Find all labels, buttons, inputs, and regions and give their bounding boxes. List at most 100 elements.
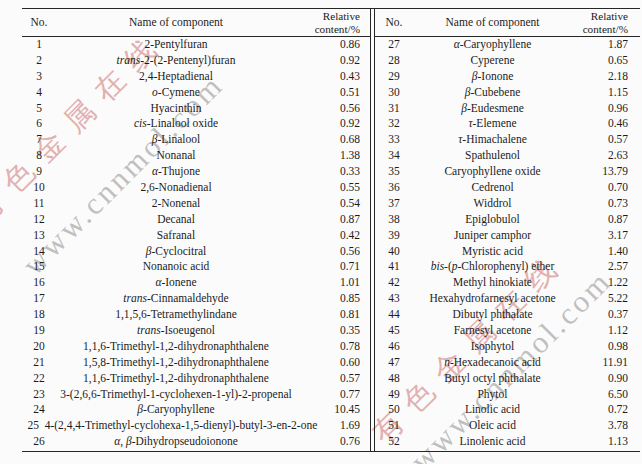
cell-component-name: τ-Elemene xyxy=(413,116,572,132)
cell-row-number: 35 xyxy=(375,164,413,180)
cell-component-name: 1,1,6-Trimethyl-1,2-dihydronaphthalene xyxy=(56,339,296,355)
table-row: 26α, β-Dihydropseudoionone0.76 xyxy=(22,434,370,450)
cell-relative-content: 0.65 xyxy=(572,53,640,69)
cell-component-name: Dibutyl phthalate xyxy=(413,307,572,323)
cell-component-name: Methyl hinokiate xyxy=(413,275,572,291)
cell-relative-content: 1.22 xyxy=(572,275,640,291)
table-row: 13Safranal0.42 xyxy=(22,228,370,244)
cell-row-number: 31 xyxy=(375,101,413,117)
cell-relative-content: 0.71 xyxy=(296,259,370,275)
cell-component-name: cis-Linalool oxide xyxy=(56,116,296,132)
cell-component-name: trans-2-(2-Pentenyl)furan xyxy=(56,53,296,69)
cell-row-number: 19 xyxy=(22,323,56,339)
table-row: 7β-Linalool0.68 xyxy=(22,132,370,148)
table-row: 6cis-Linalool oxide0.92 xyxy=(22,116,370,132)
cell-relative-content: 0.56 xyxy=(296,101,370,117)
cell-relative-content: 0.68 xyxy=(296,132,370,148)
cell-relative-content: 0.54 xyxy=(296,196,370,212)
cell-component-name: 1,1,5,6-Tetramethylindane xyxy=(56,307,296,323)
cell-relative-content: 0.42 xyxy=(296,228,370,244)
cell-row-number: 13 xyxy=(22,228,56,244)
cell-row-number: 41 xyxy=(375,259,413,275)
cell-component-name: Linolic acid xyxy=(413,402,572,418)
table-row: 45Farnesyl acetone1.12 xyxy=(375,323,640,339)
cell-component-name: Phytol xyxy=(413,387,572,403)
cell-row-number: 1 xyxy=(22,37,56,53)
cell-row-number: 25 xyxy=(22,418,45,434)
table-row: 44Dibutyl phthalate0.37 xyxy=(375,307,640,323)
cell-row-number: 28 xyxy=(375,53,413,69)
cell-row-number: 29 xyxy=(375,69,413,85)
cell-component-name: trans-Isoeugenol xyxy=(56,323,296,339)
cell-relative-content: 0.86 xyxy=(296,37,370,53)
cell-component-name: trans-Cinnamaldehyde xyxy=(56,291,296,307)
cell-row-number: 48 xyxy=(375,371,413,387)
cell-component-name: Butyl octyl phthalate xyxy=(413,371,572,387)
cell-component-name: Cyperene xyxy=(413,53,572,69)
cell-component-name: β-Cyclocitral xyxy=(56,244,296,260)
cell-row-number: 7 xyxy=(22,132,56,148)
table-row: 37Widdrol0.73 xyxy=(375,196,640,212)
cell-relative-content: 5.22 xyxy=(572,291,640,307)
cell-relative-content: 0.92 xyxy=(296,53,370,69)
table-row: 12Decanal0.87 xyxy=(22,212,370,228)
cell-row-number: 38 xyxy=(375,212,413,228)
header-name-of-component: Name of component xyxy=(56,9,296,36)
table-row: 48Butyl octyl phthalate0.90 xyxy=(375,371,640,387)
cell-row-number: 52 xyxy=(375,434,413,450)
cell-component-name: Spathulenol xyxy=(413,148,572,164)
cell-component-name: o-Cymene xyxy=(56,85,296,101)
cell-component-name: Linolenic acid xyxy=(413,434,572,450)
cell-row-number: 5 xyxy=(22,101,56,117)
cell-row-number: 23 xyxy=(22,387,56,403)
header-name-of-component: Name of component xyxy=(413,9,572,36)
header-no: No. xyxy=(375,9,413,36)
cell-relative-content: 0.85 xyxy=(296,291,370,307)
table-header-left: No. Name of component Relative content/% xyxy=(22,9,370,37)
cell-relative-content: 0.70 xyxy=(572,180,640,196)
cell-row-number: 24 xyxy=(22,402,56,418)
cell-relative-content: 1.13 xyxy=(572,434,640,450)
cell-relative-content: 0.33 xyxy=(296,164,370,180)
table-row: 112-Nonenal0.54 xyxy=(22,196,370,212)
cell-row-number: 9 xyxy=(22,164,56,180)
cell-relative-content: 11.91 xyxy=(572,355,640,371)
cell-relative-content: 6.50 xyxy=(572,387,640,403)
cell-row-number: 50 xyxy=(375,402,413,418)
cell-relative-content: 1.15 xyxy=(572,85,640,101)
cell-row-number: 3 xyxy=(22,69,56,85)
cell-relative-content: 0.57 xyxy=(572,132,640,148)
table-row: 2trans-2-(2-Pentenyl)furan0.92 xyxy=(22,53,370,69)
cell-row-number: 26 xyxy=(22,434,56,450)
cell-relative-content: 0.73 xyxy=(572,196,640,212)
cell-component-name: β-Linalool xyxy=(56,132,296,148)
cell-row-number: 10 xyxy=(22,180,56,196)
cell-component-name: Hexahydrofarnesyl acetone xyxy=(413,291,572,307)
cell-component-name: 1,5,8-Trimethyl-1,2-dihydronaphthalene xyxy=(56,355,296,371)
table-row: 52Linolenic acid1.13 xyxy=(375,434,640,450)
table-row: 102,6-Nonadienal0.55 xyxy=(22,180,370,196)
cell-relative-content: 2.18 xyxy=(572,69,640,85)
cell-component-name: Myristic acid xyxy=(413,244,572,260)
cell-component-name: Farnesyl acetone xyxy=(413,323,572,339)
table-row: 28Cyperene0.65 xyxy=(375,53,640,69)
table-row: 27α-Caryophyllene1.87 xyxy=(375,37,640,53)
table-row: 43Hexahydrofarnesyl acetone5.22 xyxy=(375,291,640,307)
table-header-right: No. Name of component Relative content/% xyxy=(375,9,640,37)
header-relative-content: Relative content/% xyxy=(296,9,370,36)
cell-relative-content: 0.90 xyxy=(572,371,640,387)
cell-row-number: 21 xyxy=(22,355,56,371)
cell-component-name: Safranal xyxy=(56,228,296,244)
cell-relative-content: 1.38 xyxy=(296,148,370,164)
cell-relative-content: 3.17 xyxy=(572,228,640,244)
header-relative-line2: content/% xyxy=(296,23,360,36)
cell-relative-content: 0.55 xyxy=(296,180,370,196)
cell-relative-content: 0.35 xyxy=(296,323,370,339)
cell-row-number: 40 xyxy=(375,244,413,260)
cell-relative-content: 0.57 xyxy=(296,371,370,387)
cell-component-name: Oleic acid xyxy=(413,418,572,434)
table-row: 31β-Eudesmene0.96 xyxy=(375,101,640,117)
cell-relative-content: 0.96 xyxy=(572,101,640,117)
cell-relative-content: 0.77 xyxy=(296,387,370,403)
cell-component-name: Nonanoic acid xyxy=(56,259,296,275)
